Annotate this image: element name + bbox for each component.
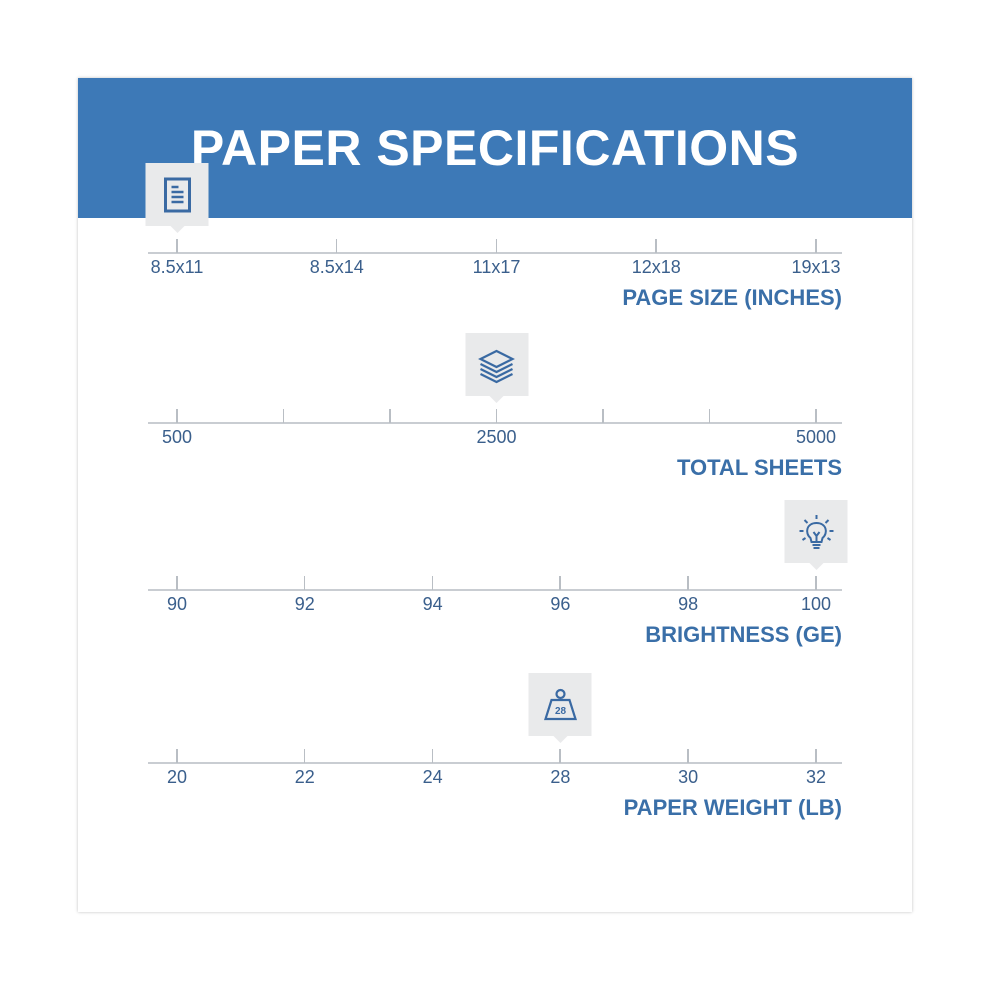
scale-axis — [148, 252, 842, 254]
selected-marker — [145, 163, 209, 233]
scale-tick — [655, 239, 657, 253]
tick-label: 32 — [805, 767, 827, 787]
scale-tick — [495, 239, 497, 253]
scale-title: PAPER WEIGHT (LB) — [623, 795, 842, 820]
scale-tick — [431, 576, 434, 590]
scale-tick — [559, 749, 561, 763]
tick-label: 12x18 — [631, 257, 681, 277]
tick-label: 90 — [166, 594, 188, 614]
tick-label: 30 — [678, 767, 699, 787]
scale-tick — [303, 749, 306, 763]
scale-title: PAGE SIZE (INCHES) — [622, 285, 842, 310]
tick-label: 8.5x14 — [309, 257, 364, 277]
selected-marker — [784, 500, 848, 570]
document-icon — [157, 175, 197, 215]
scale-brightness-ge: 90 92 94 96 98 100 BRIGHTNESS (GE) — [78, 78, 912, 647]
scale-title: TOTAL SHEETS — [676, 455, 842, 480]
paper-stack-icon — [477, 345, 517, 385]
tick-label: 20 — [166, 767, 188, 787]
scale-paper-weight-lb: 20 22 24 28 28 30 32 PAPER WEIGHT (LB) — [78, 78, 912, 820]
lightbulb-icon — [796, 512, 836, 552]
scale-axis — [148, 422, 842, 424]
scale-tick — [176, 749, 178, 763]
weight-icon: 28 — [540, 685, 580, 725]
page-title: PAPER SPECIFICATIONS — [190, 120, 800, 176]
scale-tick — [335, 239, 338, 253]
scale-tick — [389, 409, 391, 423]
scale-tick — [495, 409, 497, 423]
scale-page-size-inches: 8.5x11 8.5x14 11x17 12x18 19x13 PAGE SIZE (IN… — [78, 78, 912, 310]
scale-axis — [148, 589, 842, 591]
tick-label: 94 — [422, 594, 443, 614]
tick-label: 2500 — [476, 427, 517, 447]
tick-label: 24 — [422, 767, 443, 787]
tick-label: 19x13 — [791, 257, 841, 277]
scale-tick — [559, 576, 561, 590]
scale-tick — [708, 409, 710, 423]
header-banner: PAPER SPECIFICATIONS — [78, 78, 912, 218]
selected-marker — [465, 333, 528, 403]
tick-label: 5000 — [795, 427, 837, 447]
scale-tick — [176, 576, 178, 590]
scale-tick — [687, 576, 689, 590]
scale-tick — [815, 409, 817, 423]
tick-label: 8.5x11 — [150, 257, 204, 277]
scale-tick — [431, 749, 434, 763]
specifications-card: PAPER SPECIFICATIONS 8.5x11 8.5x14 11x17 12… — [78, 78, 912, 912]
selected-marker: 28 — [528, 673, 592, 743]
tick-label: 28 — [550, 767, 571, 787]
scale-tick — [176, 239, 178, 253]
tick-label: 100 — [800, 594, 832, 614]
svg-text:28: 28 — [555, 706, 567, 717]
tick-label: 500 — [161, 427, 193, 447]
tick-label: 11x17 — [472, 257, 521, 277]
scale-total-sheets: 500 2500 5000 TOTAL SHEETS — [78, 78, 912, 480]
tick-label: 22 — [294, 767, 315, 787]
scale-tick — [815, 576, 817, 590]
scale-title: BRIGHTNESS (GE) — [645, 622, 842, 647]
scale-axis — [148, 762, 842, 764]
scale-tick — [303, 576, 306, 590]
scale-tick — [815, 749, 817, 763]
scale-tick — [176, 409, 178, 423]
tick-label: 92 — [294, 594, 315, 614]
scale-tick — [687, 749, 689, 763]
tick-label: 98 — [678, 594, 699, 614]
scale-tick — [282, 409, 284, 423]
scale-tick — [815, 239, 817, 253]
tick-label: 96 — [550, 594, 571, 614]
scale-tick — [602, 409, 604, 423]
